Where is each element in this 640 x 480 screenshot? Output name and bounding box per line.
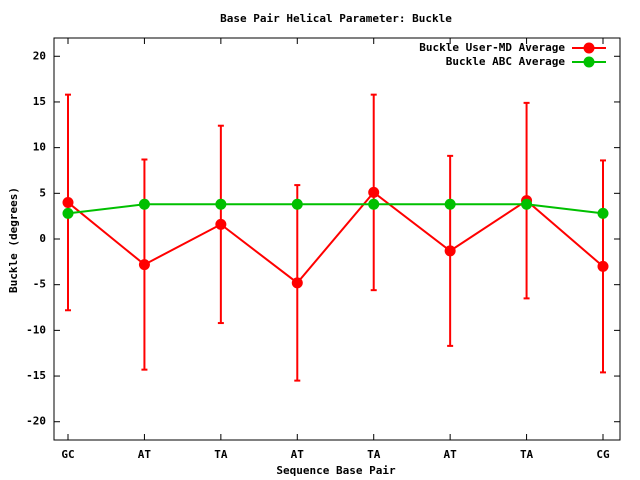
y-tick-label: 20: [33, 49, 46, 62]
legend-marker: [583, 56, 595, 68]
y-tick-label: -15: [26, 369, 46, 382]
x-tick-label: AT: [138, 448, 152, 461]
data-point: [138, 198, 150, 210]
data-point: [521, 198, 533, 210]
y-tick-label: -20: [26, 415, 46, 428]
y-tick-label: -5: [33, 278, 46, 291]
series-line: [67, 191, 604, 285]
legend-marker: [583, 42, 595, 54]
data-point: [291, 198, 303, 210]
x-tick-label: AT: [444, 448, 458, 461]
x-tick-label: AT: [291, 448, 305, 461]
legend-label: Buckle ABC Average: [446, 55, 566, 68]
x-tick-label: TA: [214, 448, 228, 461]
y-tick-label: 5: [39, 186, 46, 199]
x-tick-label: TA: [367, 448, 381, 461]
x-tick-label: CG: [596, 448, 610, 461]
data-point: [444, 245, 456, 257]
data-point: [368, 198, 380, 210]
y-axis-label: Buckle (degrees): [7, 187, 20, 293]
y-tick-label: 15: [33, 95, 46, 108]
series-line: [67, 203, 604, 215]
y-tick-label: 10: [33, 141, 46, 154]
x-axis-label: Sequence Base Pair: [276, 464, 396, 477]
data-point: [368, 186, 380, 198]
data-point: [62, 207, 74, 219]
chart-title: Base Pair Helical Parameter: Buckle: [220, 12, 452, 25]
x-tick-label: TA: [520, 448, 534, 461]
data-point: [597, 207, 609, 219]
data-point: [62, 196, 74, 208]
data-point: [215, 198, 227, 210]
data-point: [138, 259, 150, 271]
legend-label: Buckle User-MD Average: [419, 41, 565, 54]
x-tick-label: GC: [61, 448, 74, 461]
data-point: [444, 198, 456, 210]
data-point: [291, 277, 303, 289]
data-point: [215, 218, 227, 230]
y-tick-label: -10: [26, 323, 46, 336]
data-point: [597, 260, 609, 272]
y-tick-label: 0: [39, 232, 46, 245]
